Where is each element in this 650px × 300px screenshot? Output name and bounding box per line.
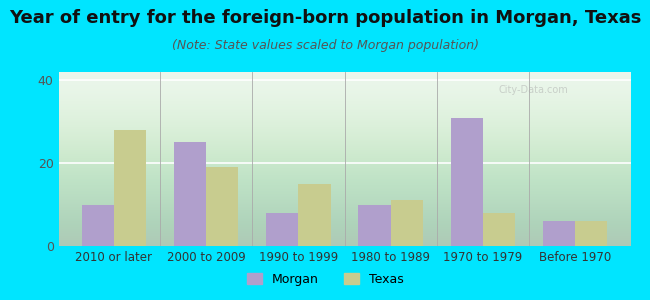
Text: (Note: State values scaled to Morgan population): (Note: State values scaled to Morgan pop… [172, 39, 478, 52]
Bar [450, 118, 483, 246]
Text: City-Data.com: City-Data.com [498, 85, 568, 95]
Bar [298, 184, 331, 246]
Bar [483, 213, 515, 246]
Bar [391, 200, 423, 246]
Bar [358, 205, 391, 246]
Bar [543, 221, 575, 246]
Bar [81, 205, 114, 246]
Legend: Morgan, Texas: Morgan, Texas [242, 268, 408, 291]
Bar [114, 130, 146, 246]
Bar [206, 167, 239, 246]
Bar [266, 213, 298, 246]
Bar [575, 221, 608, 246]
Text: Year of entry for the foreign-born population in Morgan, Texas: Year of entry for the foreign-born popul… [9, 9, 641, 27]
Bar [174, 142, 206, 246]
